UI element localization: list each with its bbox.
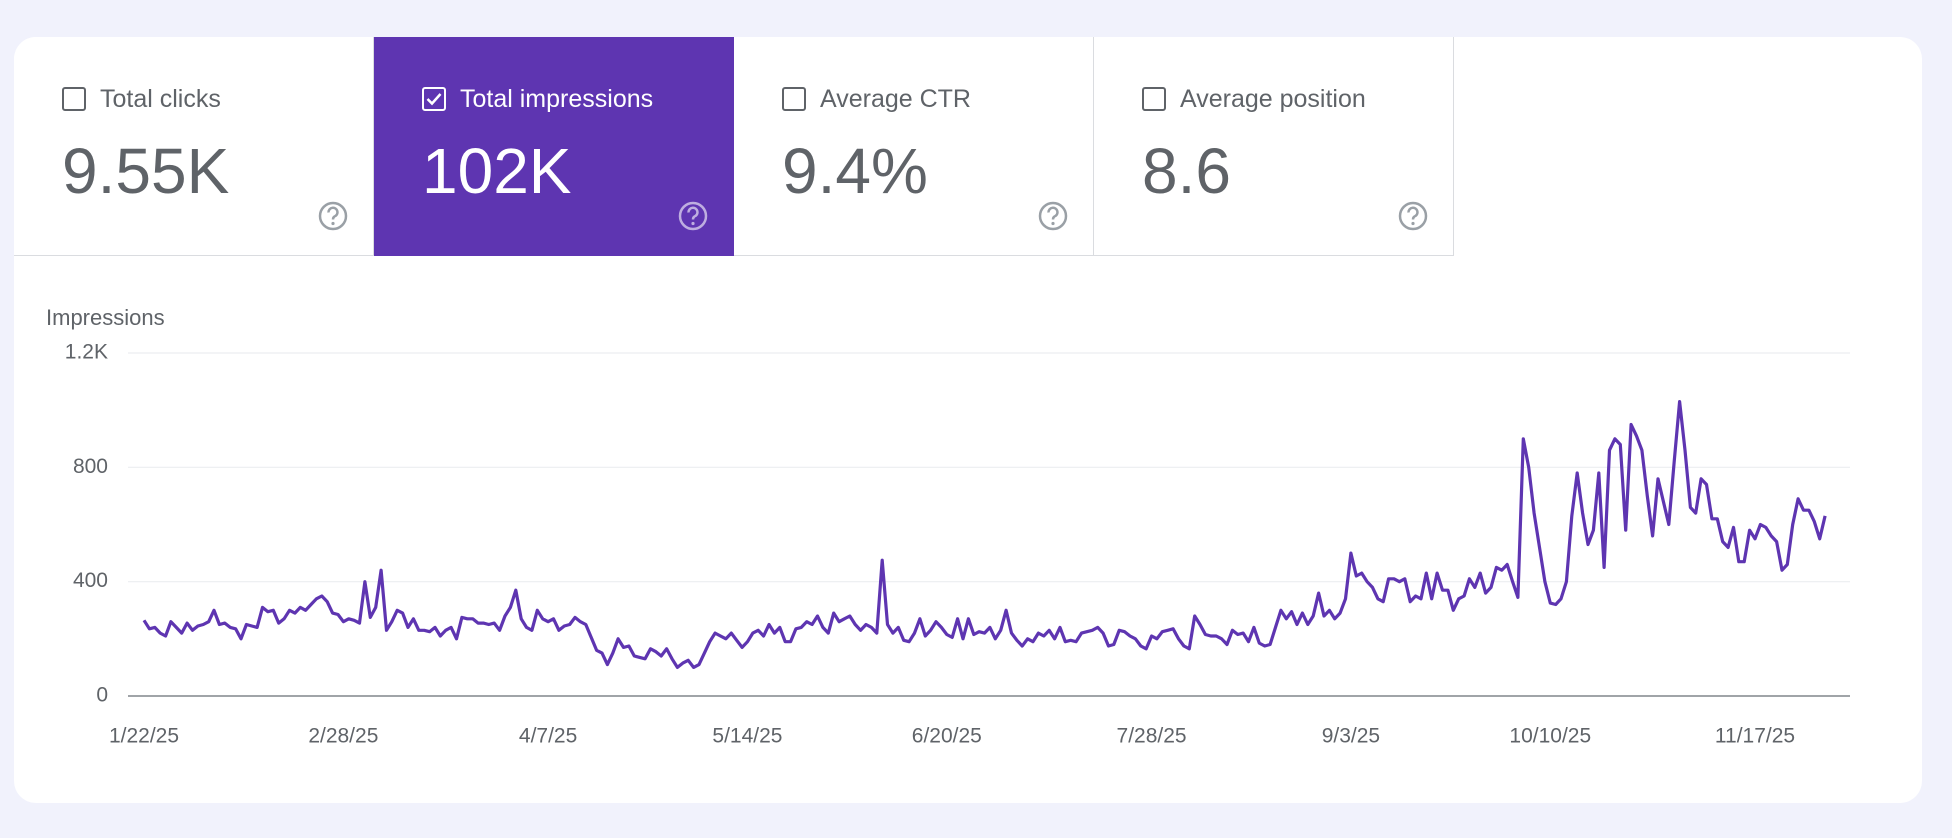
metric-value: 102K (422, 135, 572, 207)
x-tick-label: 10/10/25 (1509, 725, 1591, 748)
x-tick-label: 5/14/25 (712, 725, 782, 748)
help-dot (1411, 221, 1415, 226)
metric-label: Total clicks (100, 85, 221, 113)
metric-label: Total impressions (460, 85, 654, 113)
y-axis-title: Impressions (46, 305, 165, 330)
help-icon[interactable] (677, 200, 709, 232)
help-dot (1051, 221, 1055, 226)
x-tick-label: 1/22/25 (109, 725, 179, 748)
help-circle (318, 201, 348, 231)
y-tick-label: 1.2K (65, 341, 108, 364)
metric-value: 9.55K (62, 135, 230, 207)
x-tick-label: 9/3/25 (1322, 725, 1380, 748)
x-tick-label: 2/28/25 (308, 725, 378, 748)
metric-value: 8.6 (1142, 135, 1231, 207)
metric-tabs: Total clicks 9.55K Total impressions 102K Av… (14, 37, 1454, 256)
help-dot (691, 221, 695, 226)
y-tick-label: 800 (73, 455, 108, 478)
x-tick-label: 6/20/25 (912, 725, 982, 748)
check-path (426, 93, 442, 106)
checkbox[interactable] (422, 87, 446, 111)
y-tick-label: 0 (96, 684, 108, 707)
help-circle (1398, 201, 1428, 231)
performance-panel: Total clicks 9.55K Total impressions 102K Av… (14, 37, 1922, 803)
x-tick-label: 11/17/25 (1715, 725, 1795, 748)
help-dot (331, 221, 335, 226)
checkbox[interactable] (782, 87, 806, 111)
help-glyph (1407, 206, 1419, 220)
y-tick-label: 400 (73, 569, 108, 592)
help-icon[interactable] (317, 200, 349, 232)
help-glyph (1047, 206, 1059, 220)
help-glyph (327, 206, 339, 220)
impressions-line (142, 400, 1827, 669)
metric-label: Average CTR (820, 85, 971, 113)
help-circle (1038, 201, 1068, 231)
help-glyph (687, 206, 699, 220)
x-tick-label: 7/28/25 (1117, 725, 1187, 748)
check-mark (426, 93, 442, 106)
x-tick-label: 4/7/25 (519, 725, 577, 748)
metric-tab[interactable]: Total impressions 102K (374, 37, 734, 256)
metric-label: Average position (1180, 85, 1366, 113)
checkbox[interactable] (1142, 87, 1166, 111)
metric-tab[interactable]: Total clicks 9.55K (14, 37, 374, 256)
metric-tab[interactable]: Average position 8.6 (1094, 37, 1454, 256)
checkbox[interactable] (62, 87, 86, 111)
help-icon[interactable] (1397, 200, 1429, 232)
help-icon[interactable] (1037, 200, 1069, 232)
help-circle (678, 201, 708, 231)
metric-tab[interactable]: Average CTR 9.4% (734, 37, 1094, 256)
metric-value: 9.4% (782, 135, 928, 207)
